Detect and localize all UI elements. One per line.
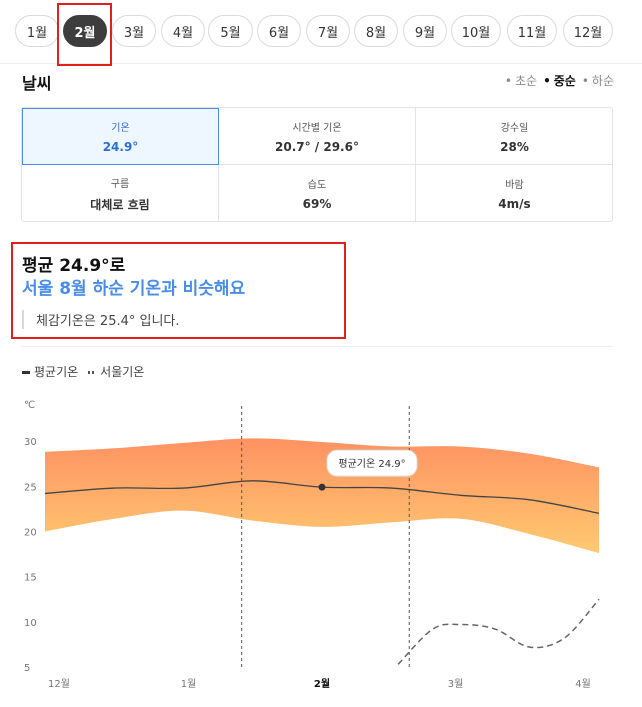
month-tab-1[interactable]: 1월 <box>15 15 59 47</box>
x-tick-label: 12월 <box>48 678 70 690</box>
divider <box>21 346 613 347</box>
temperature-range-band <box>45 438 599 554</box>
legend-seoul-temp: 서울기온 <box>88 363 144 380</box>
stat-label: 강수일 <box>500 122 529 134</box>
month-selector: 1월 2월 3월 4월 5월 6월 7월 8월 9월 10월 11월 12월 <box>0 0 642 66</box>
stat-label: 시간별 기온 <box>292 122 342 134</box>
stat-wind[interactable]: 바람 4m/s <box>416 165 613 222</box>
month-tab-4[interactable]: 4월 <box>161 15 205 47</box>
y-tick-label: 15 <box>24 573 37 584</box>
average-temp-summary: 평균 24.9°로 <box>22 256 126 276</box>
summary-highlight <box>11 242 346 339</box>
month-tab-5[interactable]: 5월 <box>208 15 253 47</box>
y-tick-label: 5 <box>24 663 30 674</box>
feels-like-text: 체감기온은 25.4° 입니다. <box>22 310 180 329</box>
x-tick-label: 1월 <box>181 678 197 690</box>
y-tick-label: 20 <box>24 527 37 538</box>
month-tab-7[interactable]: 7월 <box>306 15 350 47</box>
stat-label: 바람 <box>505 180 524 191</box>
tooltip-label: 평균기온 24.9° <box>338 458 405 470</box>
selected-point-marker <box>318 483 326 491</box>
month-tab-3[interactable]: 3월 <box>112 15 156 47</box>
period-tabs: 초순 중순 하순 <box>505 72 614 89</box>
month-tab-2[interactable]: 2월 <box>63 15 107 47</box>
seoul-temp-line <box>397 598 600 665</box>
month-tab-6[interactable]: 6월 <box>257 15 301 47</box>
active-month-highlight <box>57 3 112 66</box>
stat-value: 대체로 흐림 <box>90 197 150 212</box>
y-tick-label: 25 <box>24 482 37 493</box>
stat-precip[interactable]: 강수일 28% <box>416 108 613 165</box>
stat-value: 4m/s <box>498 197 531 211</box>
comparison-summary: 서울 8월 하순 기온과 비슷해요 <box>22 279 246 299</box>
y-tick-label: 30 <box>24 437 37 448</box>
month-tab-9[interactable]: 9월 <box>403 15 447 47</box>
month-tab-12[interactable]: 12월 <box>563 15 613 47</box>
period-tab-2[interactable]: 하순 <box>582 72 614 89</box>
x-tick-label: 3월 <box>448 678 464 690</box>
period-tab-0[interactable]: 초순 <box>505 72 537 89</box>
stat-label: 기온 <box>111 123 130 134</box>
stat-label: 습도 <box>307 180 327 191</box>
month-tab-8[interactable]: 8월 <box>354 15 398 47</box>
stat-value: 28% <box>500 139 529 154</box>
chart-legend: 평균기온 서울기온 <box>22 363 144 380</box>
stat-value: 20.7° / 29.6° <box>275 139 359 154</box>
y-tick-label: 10 <box>24 618 37 629</box>
month-tab-10[interactable]: 10월 <box>451 15 501 47</box>
stat-value: 69% <box>302 197 332 211</box>
legend-average-temp: 평균기온 <box>22 363 78 380</box>
tooltip-bubble <box>326 449 418 477</box>
month-tab-11[interactable]: 11월 <box>507 15 557 47</box>
period-tab-1[interactable]: 중순 <box>543 72 576 89</box>
stat-humidity[interactable]: 습도 69% <box>219 165 416 222</box>
weather-title: 날씨 <box>22 74 52 93</box>
x-tick-label: 2월 <box>314 678 330 690</box>
stat-temperature[interactable]: 기온 24.9° <box>22 108 219 165</box>
stat-label: 구름 <box>110 178 130 190</box>
y-axis-unit: ℃ <box>24 400 35 411</box>
stat-hourly-temp[interactable]: 시간별 기온 20.7° / 29.6° <box>219 108 416 165</box>
stat-value: 24.9° <box>102 140 139 154</box>
x-tick-label: 4월 <box>575 678 591 690</box>
temperature-chart: ℃ 5 10 15 20 25 30 평균기온 24.9° 12월 1월 2월 3월 4월 <box>24 400 600 690</box>
